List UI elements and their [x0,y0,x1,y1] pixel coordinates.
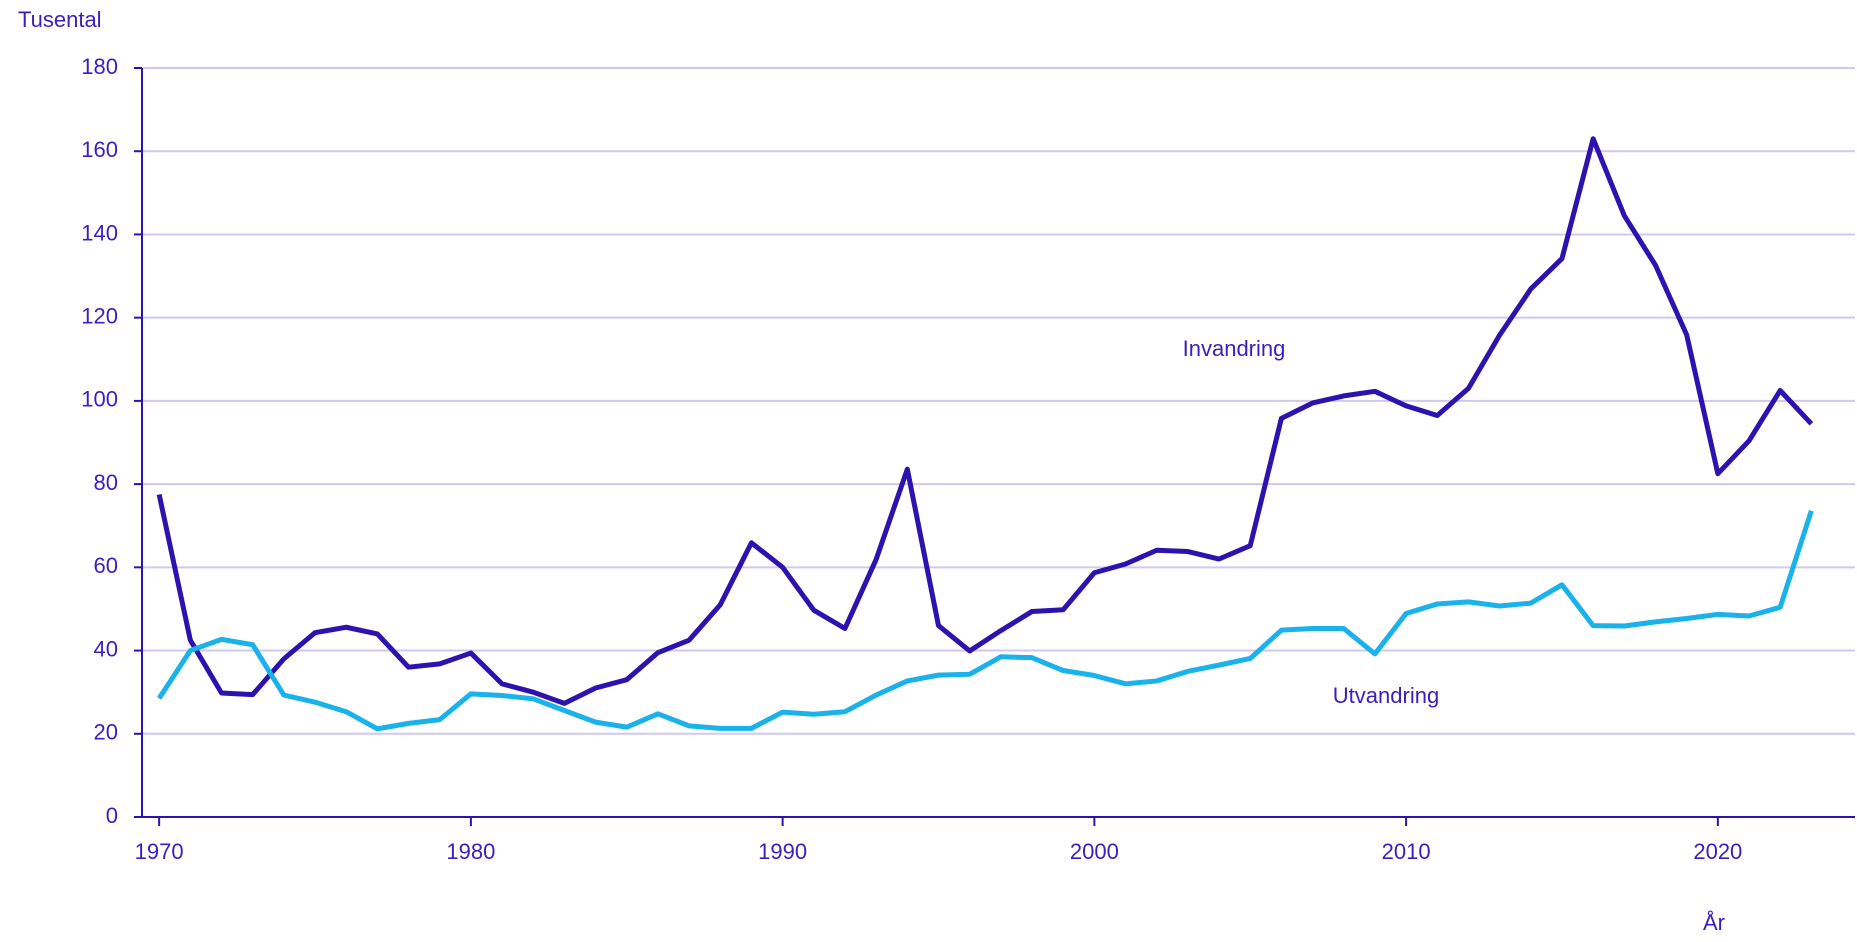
y-tick-label: 20 [94,720,118,745]
y-tick-label: 120 [81,303,118,328]
line-series [156,136,1814,706]
x-tick-label: 1980 [446,839,495,864]
y-axis-label: Tusental [18,7,102,32]
x-tick-label: 2020 [1693,839,1742,864]
line-series [157,509,1814,732]
y-tick-label: 80 [94,470,118,495]
x-tick-label: 2000 [1070,839,1119,864]
annotation: Utvandring [1333,683,1439,708]
y-tick-label: 40 [94,636,118,661]
y-tick-label: 100 [81,387,118,412]
y-tick-label: 0 [106,803,118,828]
x-tick-label: 1990 [758,839,807,864]
x-tick-label: 2010 [1382,839,1431,864]
y-tick-label: 140 [81,220,118,245]
x-tick-label: 1970 [135,839,184,864]
x-axis-label: År [1703,910,1725,935]
y-tick-label: 180 [81,54,118,79]
y-tick-label: 60 [94,553,118,578]
annotation: Invandring [1183,336,1286,361]
y-tick-label: 160 [81,137,118,162]
